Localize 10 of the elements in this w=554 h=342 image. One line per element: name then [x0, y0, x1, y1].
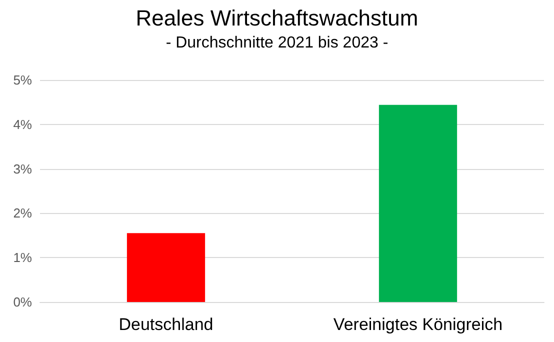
x-tick-label: Vereinigtes Königreich	[333, 315, 503, 334]
chart-title: Reales Wirtschaftswachstum	[136, 6, 418, 30]
y-tick-label: 2%	[13, 206, 32, 221]
y-tick-label: 1%	[13, 250, 32, 266]
chart-subtitle: - Durchschnitte 2021 bis 2023 -	[166, 34, 388, 52]
x-tick-label: Deutschland	[118, 315, 214, 334]
y-tick-label: 0%	[13, 294, 32, 310]
y-tick-label: 5%	[13, 72, 32, 88]
y-tick-label: 4%	[13, 116, 32, 132]
y-tick-label: 3%	[13, 161, 32, 176]
